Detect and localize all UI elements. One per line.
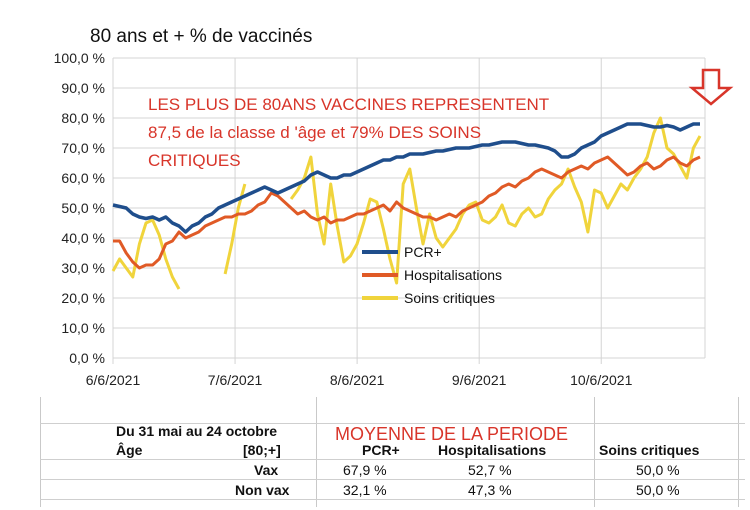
- table-divider: [594, 397, 595, 507]
- vax-hospitalisations: 52,7 %: [468, 462, 512, 478]
- age-label: Âge: [116, 442, 143, 458]
- y-tick-label: 80,0 %: [61, 110, 105, 126]
- annotation-line-2: 87,5 de la classe d 'âge et 79% DES SOIN…: [148, 123, 481, 142]
- y-tick-label: 50,0 %: [61, 200, 105, 216]
- legend-label-soins-critiques: Soins critiques: [404, 290, 495, 306]
- line-chart: 100,0 % 90,0 % 80,0 % 70,0 % 60,0 % 50,0 % 40,…: [54, 26, 734, 388]
- header-hospitalisations: Hospitalisations: [438, 442, 547, 458]
- header-pcr: PCR+: [362, 442, 400, 458]
- x-axis-ticks: 6/6/2021 7/6/2021 8/6/2021 9/6/2021 10/6/202…: [86, 372, 633, 388]
- nonvax-hospitalisations: 47,3 %: [468, 482, 512, 498]
- table-divider: [316, 397, 317, 507]
- x-tick-label: 9/6/2021: [452, 372, 507, 388]
- y-tick-label: 100,0 %: [54, 50, 105, 66]
- age-value: [80;+]: [243, 442, 281, 458]
- chart-legend: PCR+ Hospitalisations Soins critiques: [362, 244, 502, 306]
- table-divider: [40, 499, 745, 500]
- period-label: Du 31 mai au 24 octobre: [116, 423, 278, 439]
- chart-title: 80 ans et + % de vaccinés: [90, 26, 312, 47]
- period-average-title: MOYENNE DE LA PERIODE: [335, 424, 569, 444]
- x-tick-label: 6/6/2021: [86, 372, 141, 388]
- annotation-line-1: LES PLUS DE 80ANS VACCINES REPRESENTENT: [148, 95, 549, 114]
- x-tick-label: 10/6/2021: [570, 372, 632, 388]
- series-line-hospitalisations: [113, 155, 701, 270]
- chart-annotation: LES PLUS DE 80ANS VACCINES REPRESENTENT …: [148, 95, 549, 170]
- x-tick-label: 7/6/2021: [208, 372, 263, 388]
- x-tick-label: 8/6/2021: [330, 372, 385, 388]
- y-tick-label: 40,0 %: [61, 230, 105, 246]
- annotation-line-3: CRITIQUES: [148, 151, 241, 170]
- y-tick-label: 0,0 %: [69, 350, 105, 366]
- y-tick-label: 20,0 %: [61, 290, 105, 306]
- table-divider: [738, 397, 739, 507]
- y-axis-ticks: 100,0 % 90,0 % 80,0 % 70,0 % 60,0 % 50,0 % 40,…: [54, 50, 105, 366]
- table-divider: [40, 479, 745, 480]
- series-line-soins-critiques: [111, 116, 702, 290]
- y-tick-label: 30,0 %: [61, 260, 105, 276]
- legend-label-pcr: PCR+: [404, 244, 442, 260]
- y-tick-label: 10,0 %: [61, 320, 105, 336]
- y-tick-label: 90,0 %: [61, 80, 105, 96]
- vax-pcr: 67,9 %: [343, 462, 387, 478]
- down-arrow-icon: [688, 68, 734, 106]
- chart-series: [111, 116, 702, 290]
- chart-grid: [112, 57, 706, 364]
- y-tick-label: 60,0 %: [61, 170, 105, 186]
- row-label-vax: Vax: [254, 462, 279, 478]
- table-divider: [40, 423, 745, 424]
- nonvax-pcr: 32,1 %: [343, 482, 387, 498]
- header-soins-critiques: Soins critiques: [599, 442, 700, 458]
- average-table: Du 31 mai au 24 octobre Âge [80;+] PCR+ …: [40, 397, 745, 507]
- legend-label-hospitalisations: Hospitalisations: [404, 267, 502, 283]
- table-divider: [40, 459, 745, 460]
- row-label-non-vax: Non vax: [235, 482, 290, 498]
- table-divider: [40, 397, 41, 507]
- series-line-pcr: [112, 122, 700, 234]
- y-tick-label: 70,0 %: [61, 140, 105, 156]
- vax-soins-critiques: 50,0 %: [636, 462, 680, 478]
- nonvax-soins-critiques: 50,0 %: [636, 482, 680, 498]
